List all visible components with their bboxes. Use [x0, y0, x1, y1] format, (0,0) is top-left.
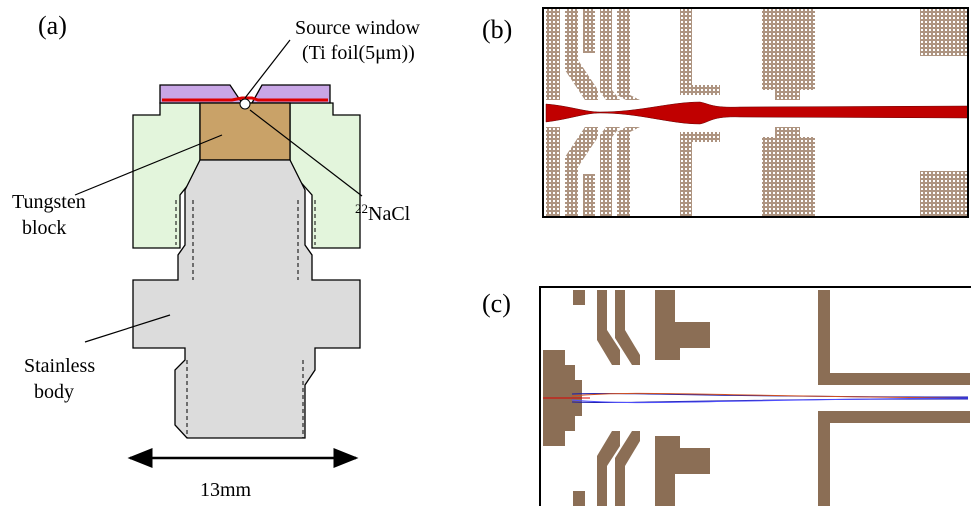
label: Stainless: [24, 355, 95, 377]
figure: (a) Source window (Ti foil(5μm)) Tungste…: [0, 0, 971, 506]
electrodes: [546, 8, 968, 100]
beam: [546, 102, 968, 124]
electrodes: [543, 290, 970, 398]
tungsten-block: [200, 103, 290, 160]
label: block: [22, 217, 66, 239]
superscript: 22: [355, 201, 368, 216]
panel-label: (b): [482, 15, 512, 44]
source: [240, 99, 250, 109]
panel-c: (c): [482, 287, 971, 506]
label: 22NaCl: [355, 201, 411, 225]
beam-trajectories: [543, 393, 968, 402]
label: NaCl: [368, 203, 411, 225]
dimension: 13mm: [200, 479, 252, 501]
panel-label: (c): [482, 289, 511, 318]
panel-b: (b): [482, 8, 968, 219]
label: Tungsten: [12, 191, 86, 213]
panel-label: (a): [38, 11, 67, 40]
label: (Ti foil(5μm)): [302, 42, 415, 64]
label: body: [34, 381, 74, 403]
label: Source window: [295, 17, 421, 39]
panel-a: (a) Source window (Ti foil(5μm)) Tungste…: [12, 11, 421, 501]
